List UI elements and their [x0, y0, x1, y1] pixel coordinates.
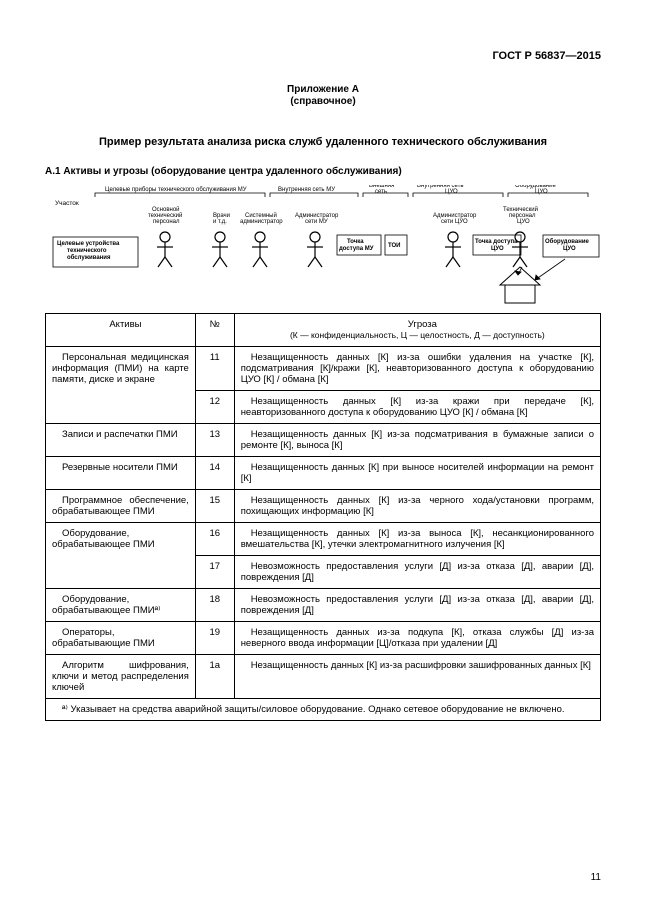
stick-figure-icon — [252, 232, 268, 267]
cell-threat: Незащищенность данных [К] из-за ошибки у… — [234, 347, 600, 391]
cell-threat: Незащищенность данных [К] из-за черного … — [234, 490, 600, 523]
actor-label: Администраторсети МУ — [295, 213, 339, 225]
zones-label: Участок — [55, 200, 79, 207]
cell-asset: Резервные носители ПМИ — [46, 457, 196, 490]
cell-threat: Невозможность предоставления услуги [Д] … — [234, 556, 600, 589]
section-subtitle: А.1 Активы и угрозы (оборудование центра… — [45, 166, 601, 177]
zone-label: Внешняясеть — [369, 185, 394, 195]
actor-label: Системныйадминистратор — [240, 212, 283, 225]
cell-num: 14 — [195, 457, 234, 490]
cell-threat: Незащищенность данных [К] из-за кражи пр… — [234, 391, 600, 424]
appendix-line2: (справочное) — [45, 96, 601, 108]
page-title: Пример результата анализа риска служб уд… — [45, 136, 601, 148]
table-row: Операторы, обрабатывающие ПМИ19Незащищен… — [46, 622, 601, 655]
zone-label: Внутренняя сеть МУ — [278, 187, 335, 193]
table-footnote: ª⁾ Указывает на средства аварийной защит… — [45, 699, 601, 721]
th-asset: Активы — [46, 314, 196, 347]
cell-num: 19 — [195, 622, 234, 655]
cell-asset: Оборудование, обрабатывающее ПМИª⁾ — [46, 589, 196, 622]
cell-asset: Персональная медицинская информация (ПМИ… — [46, 347, 196, 424]
cell-threat: Незащищенность данных [К] из-за выноса [… — [234, 523, 600, 556]
equipment-label: ОборудованиеЦУО — [545, 238, 590, 252]
cell-asset: Записи и распечатки ПМИ — [46, 424, 196, 457]
actor-label: Врачии т.д. — [213, 213, 230, 225]
actor-label: ТехническийперсоналЦУО — [503, 206, 538, 225]
cell-num: 16 — [195, 523, 234, 556]
cell-num: 11 — [195, 347, 234, 391]
appendix-header: Приложение А (справочное) — [45, 84, 601, 108]
stick-figure-icon — [212, 232, 228, 267]
table-row: Алгоритм шифрования, ключи и метод распр… — [46, 655, 601, 699]
appendix-line1: Приложение А — [45, 84, 601, 96]
cell-num: 13 — [195, 424, 234, 457]
table-row: Оборудование, обрабатывающее ПМИª⁾18Нево… — [46, 589, 601, 622]
document-code: ГОСТ Р 56837—2015 — [45, 50, 601, 62]
cell-num: 1a — [195, 655, 234, 699]
cell-asset: Операторы, обрабатывающие ПМИ — [46, 622, 196, 655]
actor-label: Администраторсети ЦУО — [433, 213, 477, 225]
cell-threat: Незащищенность данных [К] из-за подсматр… — [234, 424, 600, 457]
table-row: Оборудование, обрабатывающее ПМИ16Незащи… — [46, 523, 601, 556]
access-point-label: Точка доступаЦУО — [475, 239, 518, 252]
stick-figure-icon — [512, 232, 528, 267]
table-row: Программное обеспечение, обрабатывающее … — [46, 490, 601, 523]
cell-threat: Невозможность предоставления услуги [Д] … — [234, 589, 600, 622]
table-row: Персональная медицинская информация (ПМИ… — [46, 347, 601, 391]
cell-asset: Алгоритм шифрования, ключи и метод распр… — [46, 655, 196, 699]
th-num: № — [195, 314, 234, 347]
assets-table: Активы № Угроза (К — конфиденциальность,… — [45, 313, 601, 699]
toi-label: ТОИ — [388, 243, 401, 249]
cell-num: 18 — [195, 589, 234, 622]
access-point-label: Точкадоступа МУ — [339, 239, 374, 252]
stick-figure-icon — [445, 232, 461, 267]
zone-label: Целевые приборы технического обслуживани… — [105, 187, 247, 193]
zone-label: ОборудованиеЦУО — [515, 185, 556, 195]
cell-num: 17 — [195, 556, 234, 589]
cell-num: 15 — [195, 490, 234, 523]
cell-threat: Незащищенность данных [К] из-за расшифро… — [234, 655, 600, 699]
page-number: 11 — [591, 872, 601, 883]
zone-diagram: Участок Целевые приборы технического обс… — [45, 185, 601, 305]
cell-num: 12 — [195, 391, 234, 424]
table-row: Записи и распечатки ПМИ13Незащищенность … — [46, 424, 601, 457]
cell-threat: Незащищенность данных из-за подкупа [К],… — [234, 622, 600, 655]
table-row: Резервные носители ПМИ14Незащищенность д… — [46, 457, 601, 490]
cell-asset: Оборудование, обрабатывающее ПМИ — [46, 523, 196, 589]
actor-label: Основнойтехническийперсонал — [148, 206, 182, 225]
zone-label: Внутренняя сетьЦУО — [417, 185, 464, 195]
stick-figure-icon — [157, 232, 173, 267]
device-box-label: Целевые устройстватехническогообслуживан… — [57, 240, 120, 261]
cell-asset: Программное обеспечение, обрабатывающее … — [46, 490, 196, 523]
th-threat: Угроза (К — конфиденциальность, Ц — цело… — [234, 314, 600, 347]
stick-figure-icon — [307, 232, 323, 267]
cell-threat: Незащищенность данных [К] при выносе нос… — [234, 457, 600, 490]
